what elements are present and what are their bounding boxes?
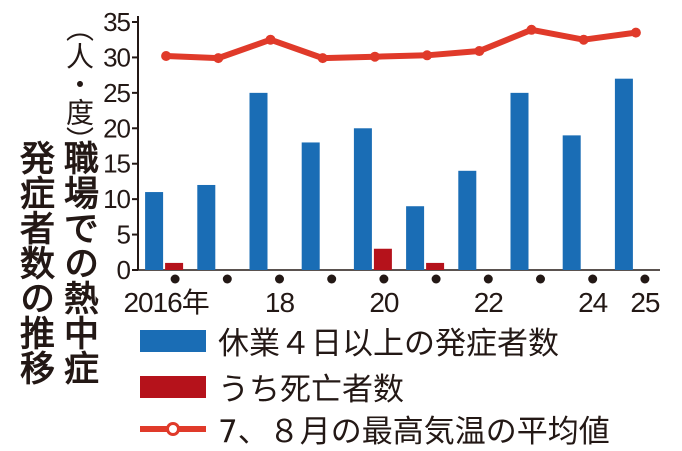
bar-death <box>165 262 184 270</box>
temp-point <box>213 53 224 64</box>
temp-point <box>474 46 485 57</box>
x-tick-label: 24 <box>578 287 608 318</box>
y-tick-label: 15 <box>103 149 130 179</box>
bar-onset <box>353 128 372 270</box>
x-tick-dot <box>327 274 337 284</box>
bar-death <box>426 262 445 270</box>
temp-point <box>578 34 589 45</box>
bar-onset <box>510 92 529 270</box>
y-tick-label: 20 <box>103 113 130 143</box>
x-tick-label: 18 <box>265 287 295 318</box>
y-tick-label: 30 <box>103 42 130 72</box>
legend-swatch-death <box>140 375 206 398</box>
temp-point <box>265 34 276 45</box>
x-tick-dot <box>222 274 232 284</box>
x-tick-dot <box>170 274 180 284</box>
x-tick-label: 22 <box>474 287 504 318</box>
temp-point <box>161 51 172 62</box>
legend-swatch-temp <box>140 418 206 440</box>
temp-point <box>630 27 641 38</box>
x-tick-label: 20 <box>369 287 399 318</box>
temp-point <box>422 50 433 61</box>
bar-death <box>373 248 392 270</box>
y-axis-unit-label: （人・度） <box>62 14 95 154</box>
bar-onset <box>145 192 164 270</box>
temp-point <box>369 51 380 62</box>
legend-label-temp: 7、８月の最高気温の平均値 <box>218 414 610 450</box>
x-tick-dot <box>431 274 441 284</box>
legend-item-onset: 休業４日以上の発症者数 <box>140 318 559 363</box>
bar-onset <box>249 92 268 270</box>
chart-subtitle: 発症者数の推移 <box>14 140 54 385</box>
x-tick-dot <box>483 274 493 284</box>
bar-onset <box>406 206 425 270</box>
x-tick-dot <box>275 274 284 284</box>
temp-point <box>317 53 328 64</box>
legend-item-death: うち死亡者数 <box>140 364 404 409</box>
bar-onset <box>458 170 477 270</box>
bar-onset <box>197 184 216 270</box>
x-tick-dot <box>379 274 389 284</box>
x-tick-label: 2016年 <box>123 287 208 318</box>
temp-point <box>526 24 537 35</box>
bar-onset <box>614 78 633 270</box>
x-tick-dot <box>640 274 650 284</box>
y-tick-label: 10 <box>103 184 130 214</box>
y-tick-label: 35 <box>103 7 130 37</box>
chart-title: 職場での熱中症 <box>58 140 98 385</box>
bar-onset <box>301 142 320 270</box>
x-tick-dot <box>536 274 545 284</box>
y-tick-label: 0 <box>117 255 131 285</box>
x-tick-dot <box>588 274 598 284</box>
y-tick-label: 5 <box>117 220 131 250</box>
legend-item-temp: 7、８月の最高気温の平均値 <box>140 406 610 451</box>
y-tick-label: 25 <box>103 78 130 108</box>
legend-swatch-onset <box>140 329 206 352</box>
chart-svg: 0 5 10 15 20 25 30 35 2016年 18 20 22 24 25 <box>103 7 661 318</box>
legend-label-death: うち死亡者数 <box>218 372 404 408</box>
temp-line <box>165 26 637 62</box>
bar-onset <box>562 135 581 270</box>
legend-label-onset: 休業４日以上の発症者数 <box>218 326 559 362</box>
x-tick-label: 25 <box>630 287 660 318</box>
